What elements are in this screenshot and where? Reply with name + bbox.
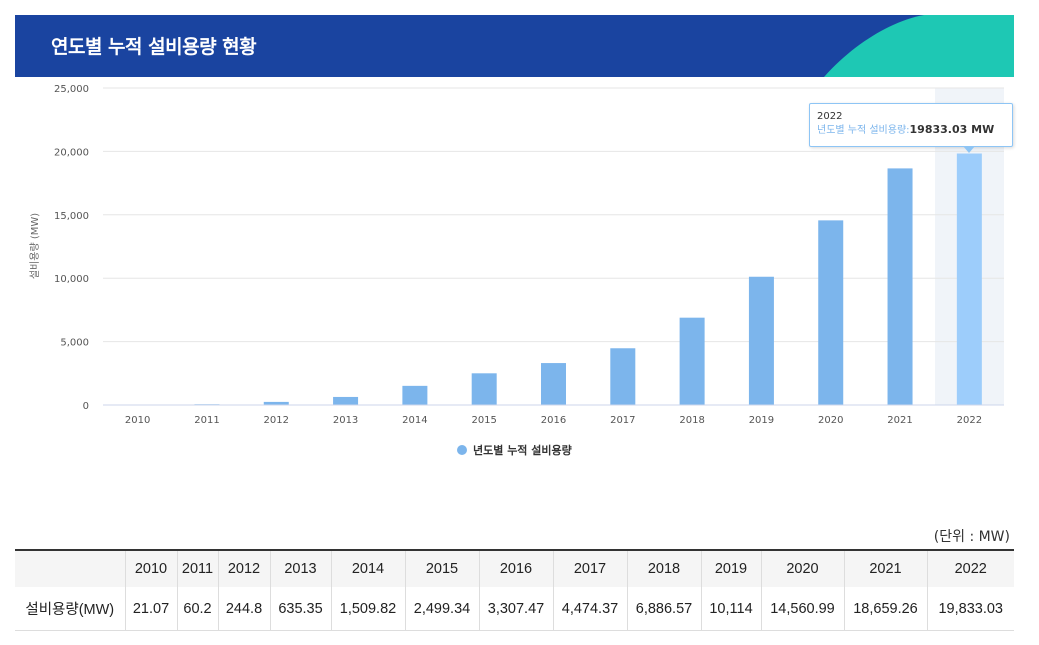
x-tick-label: 2022	[957, 415, 982, 426]
y-axis-label: 설비용량 (MW)	[29, 213, 41, 279]
chart-tooltip: 2022 년도별 누적 설비용량:19833.03 MW	[809, 103, 1013, 147]
table-cell: 10,114	[701, 587, 762, 631]
page-header: 연도별 누적 설비용량 현황	[15, 15, 1014, 77]
table-header-year: 2019	[701, 550, 762, 587]
table-header-year: 2020	[761, 550, 845, 587]
y-tick-label: 0	[83, 401, 89, 412]
tooltip-year: 2022	[817, 111, 843, 122]
capacity-table: 2010 2011 2012 2013 2014 2015 2016 2017 2018 2019…	[15, 549, 1014, 631]
table-cell: 6,886.57	[627, 587, 702, 631]
bars	[125, 153, 982, 405]
table-cell: 3,307.47	[479, 587, 554, 631]
x-tick-label: 2020	[818, 415, 843, 426]
bar-2021[interactable]	[887, 168, 913, 405]
table-header-year: 2018	[627, 550, 702, 587]
table-cell: 4,474.37	[553, 587, 628, 631]
y-axis-ticks: 0 5,000 10,000 15,000 20,000 25,000	[54, 84, 89, 412]
header-decoration	[824, 15, 1014, 77]
bar-2022[interactable]	[956, 153, 982, 405]
x-tick-label: 2018	[679, 415, 704, 426]
x-tick-label: 2019	[749, 415, 774, 426]
unit-note: (단위 : MW)	[933, 529, 1010, 545]
bar-2016[interactable]	[541, 363, 566, 405]
table-header-year: 2017	[553, 550, 628, 587]
table-header-year: 2016	[479, 550, 554, 587]
bar-2018[interactable]	[679, 317, 705, 405]
tooltip-series-label: 년도별 누적 설비용량:	[817, 125, 910, 136]
row-label: 설비용량(MW)	[15, 587, 126, 631]
table-header-year: 2013	[270, 550, 332, 587]
legend[interactable]: 년도별 누적 설비용량	[457, 443, 572, 457]
tooltip-pointer	[963, 146, 975, 153]
tooltip-value: 19833.03 MW	[909, 123, 995, 136]
table-cell: 1,509.82	[331, 587, 406, 631]
table-header-year: 2022	[927, 550, 1014, 587]
y-tick-label: 20,000	[54, 147, 89, 158]
x-tick-label: 2012	[264, 415, 289, 426]
bar-2012[interactable]	[263, 401, 289, 405]
bar-2020[interactable]	[818, 220, 844, 405]
table-cell: 244.8	[218, 587, 271, 631]
table-cell: 18,659.26	[844, 587, 928, 631]
x-tick-label: 2011	[194, 415, 219, 426]
table-cell: 21.07	[125, 587, 178, 631]
bar-2019[interactable]	[748, 276, 774, 405]
table-header-year: 2014	[331, 550, 406, 587]
x-tick-label: 2015	[471, 415, 496, 426]
table-header-year: 2021	[844, 550, 928, 587]
bar-2014[interactable]	[402, 385, 428, 405]
table-cell: 635.35	[270, 587, 332, 631]
y-tick-label: 15,000	[54, 211, 89, 222]
x-tick-label: 2013	[333, 415, 358, 426]
grid-lines	[103, 87, 1004, 343]
table-cell: 60.2	[177, 587, 219, 631]
table-row: 설비용량(MW) 21.07 60.2 244.8 635.35 1,509.82 2,49…	[15, 587, 1014, 631]
table-header-year: 2010	[125, 550, 178, 587]
x-tick-label: 2014	[402, 415, 427, 426]
bar-2015[interactable]	[471, 373, 497, 405]
legend-label: 년도별 누적 설비용량	[473, 443, 572, 457]
bar-2017[interactable]	[610, 348, 636, 405]
bar-2013[interactable]	[333, 396, 359, 405]
table-cell: 19,833.03	[927, 587, 1014, 631]
table-header-year: 2012	[218, 550, 271, 587]
table-header-row: 2010 2011 2012 2013 2014 2015 2016 2017 2018 2019…	[15, 550, 1014, 587]
y-tick-label: 10,000	[54, 274, 89, 285]
x-tick-label: 2010	[125, 415, 150, 426]
table-header-corner	[15, 550, 126, 587]
x-tick-label: 2017	[610, 415, 635, 426]
table-header-year: 2011	[177, 550, 219, 587]
table-header-year: 2015	[405, 550, 480, 587]
x-tick-label: 2016	[541, 415, 566, 426]
x-axis-ticks: 2010 2011 2012 2013 2014 2015 2016 2017 2018 2019…	[125, 415, 982, 426]
x-tick-label: 2021	[887, 415, 912, 426]
table-cell: 2,499.34	[405, 587, 480, 631]
y-tick-label: 5,000	[60, 338, 89, 349]
table-cell: 14,560.99	[761, 587, 845, 631]
page-title: 연도별 누적 설비용량 현황	[51, 36, 257, 58]
y-tick-label: 25,000	[54, 84, 89, 95]
legend-marker	[457, 445, 467, 455]
